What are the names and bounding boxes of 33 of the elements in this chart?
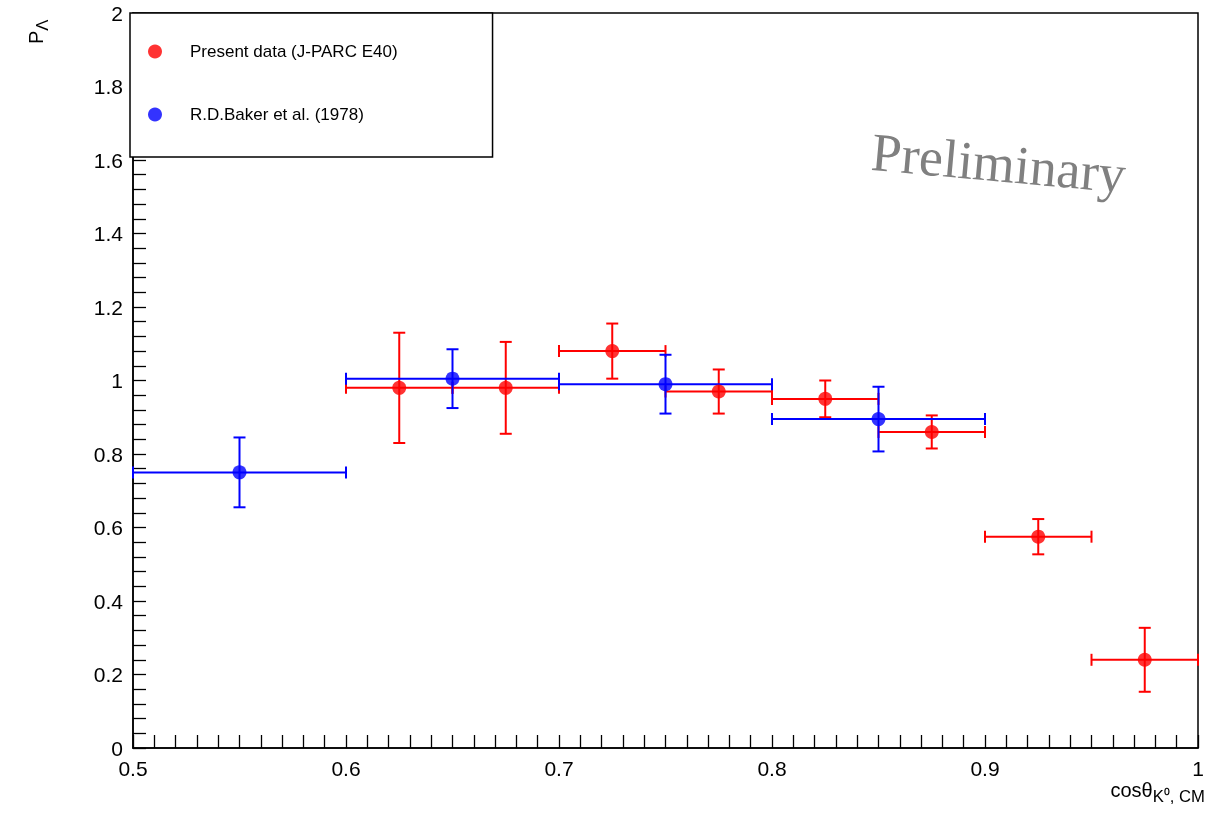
annotation: Preliminary — [868, 122, 1129, 205]
legend-label: R.D.Baker et al. (1978) — [190, 105, 364, 124]
x-tick-label: 0.7 — [544, 757, 574, 780]
y-tick-label: 0 — [111, 736, 123, 760]
point — [658, 377, 673, 392]
point — [1031, 529, 1046, 544]
legend-label: Present data (J-PARC E40) — [190, 42, 398, 61]
point — [605, 344, 620, 359]
x-axis-title: cosθ$_{K⁰, CM}$ — [1110, 779, 1205, 807]
point — [232, 465, 247, 480]
point — [498, 380, 513, 395]
y-tick-label: 0.8 — [93, 442, 123, 466]
y-tick-label: 1.8 — [93, 75, 123, 98]
y-tick-label: 0.2 — [93, 663, 123, 686]
point — [392, 380, 407, 395]
y-tick-label: 0.6 — [93, 516, 123, 539]
point — [818, 391, 833, 406]
point — [924, 424, 939, 439]
x-tick-label: 0.9 — [970, 757, 1000, 780]
x-tick-label: 0.5 — [118, 757, 148, 780]
point — [711, 384, 726, 399]
y-tick-label: 1.6 — [93, 148, 123, 172]
y-tick-label: 1.2 — [93, 295, 123, 319]
y-tick-label: 0.4 — [93, 589, 124, 613]
point — [871, 412, 886, 427]
y-tick-label: 1.4 — [93, 222, 124, 245]
point — [445, 371, 460, 386]
point — [1137, 652, 1152, 667]
x-tick-label: 0.6 — [331, 757, 361, 780]
x-tick-label: 1 — [1192, 757, 1204, 780]
y-tick-label: 1 — [111, 369, 123, 392]
x-tick-label: 0.8 — [757, 757, 787, 780]
y-tick-label: 2 — [111, 1, 123, 25]
